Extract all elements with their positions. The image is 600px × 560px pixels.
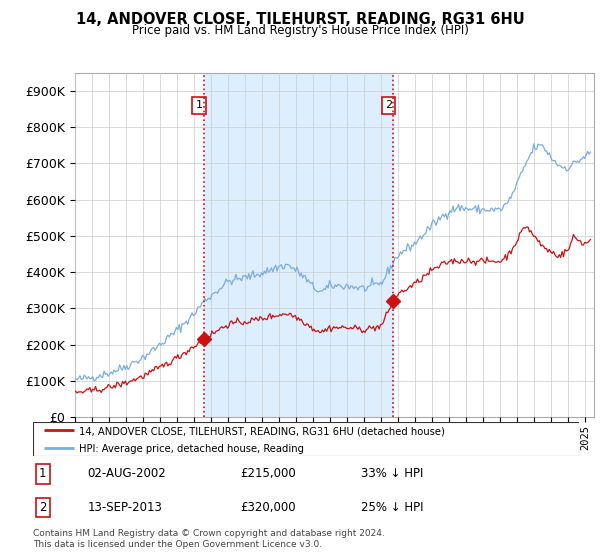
Text: 1: 1 xyxy=(196,100,202,110)
Text: 14, ANDOVER CLOSE, TILEHURST, READING, RG31 6HU: 14, ANDOVER CLOSE, TILEHURST, READING, R… xyxy=(76,12,524,27)
Text: 14, ANDOVER CLOSE, TILEHURST, READING, RG31 6HU (detached house): 14, ANDOVER CLOSE, TILEHURST, READING, R… xyxy=(79,426,445,436)
Text: 2: 2 xyxy=(385,100,392,110)
Text: 1: 1 xyxy=(39,467,47,480)
Text: 02-AUG-2002: 02-AUG-2002 xyxy=(88,467,166,480)
Text: Contains HM Land Registry data © Crown copyright and database right 2024.
This d: Contains HM Land Registry data © Crown c… xyxy=(33,529,385,549)
Text: HPI: Average price, detached house, Reading: HPI: Average price, detached house, Read… xyxy=(79,444,304,454)
Text: 25% ↓ HPI: 25% ↓ HPI xyxy=(361,501,423,514)
Text: Price paid vs. HM Land Registry's House Price Index (HPI): Price paid vs. HM Land Registry's House … xyxy=(131,24,469,36)
Bar xyxy=(204,73,394,417)
Text: 2: 2 xyxy=(39,501,47,514)
Text: £215,000: £215,000 xyxy=(241,467,296,480)
Text: £320,000: £320,000 xyxy=(241,501,296,514)
Text: 13-SEP-2013: 13-SEP-2013 xyxy=(88,501,163,514)
Text: 33% ↓ HPI: 33% ↓ HPI xyxy=(361,467,423,480)
